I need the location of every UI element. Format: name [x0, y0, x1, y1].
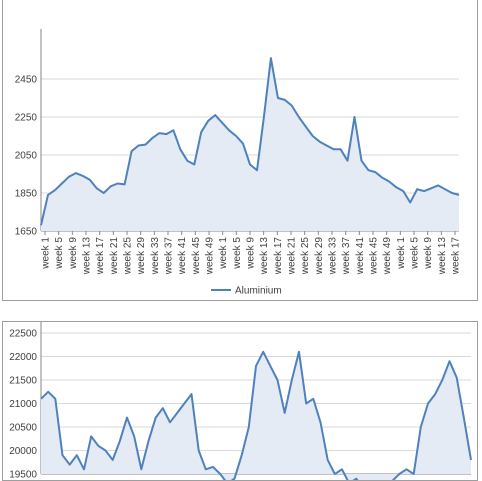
legend-label: Aluminium	[235, 286, 282, 297]
y-tick-label: 21000	[9, 399, 37, 410]
x-tick-label: week 21	[109, 237, 120, 276]
x-tick-label: week 25	[123, 237, 134, 276]
y-tick-label: 1850	[15, 189, 38, 200]
x-tick-label: week 41	[355, 237, 366, 276]
x-tick-label: week 17	[95, 237, 106, 276]
y-tick-label: 2250	[15, 113, 38, 124]
y-tick-label: 21500	[9, 376, 37, 387]
x-tick-label: week 9	[68, 237, 79, 270]
y-tick-label: 2450	[15, 75, 38, 86]
aluminium-chart-panel: 1650 1850 2050 2250 2450 week 1 week 5 week 9 we…	[2, 0, 478, 301]
x-tick-label: week 5	[54, 237, 65, 270]
x-tick-label: week 25	[300, 237, 311, 276]
x-tick-label: week 1	[218, 237, 229, 270]
x-tick-label: week 29	[314, 237, 325, 276]
x-tick-label: week 9	[246, 237, 257, 270]
x-tick-label: week 49	[205, 237, 216, 276]
x-tick-label: week 13	[82, 237, 93, 276]
y-tick-label: 20000	[9, 446, 37, 457]
x-tick-label: week 29	[136, 237, 147, 276]
x-tick-label: week 9	[423, 237, 434, 270]
x-tick-label: week 13	[259, 237, 270, 276]
x-tick-label: week 45	[191, 237, 202, 276]
x-tick-label: week 17	[273, 237, 284, 276]
x-tick-label: week 1	[41, 237, 52, 270]
second-price-chart: 19500 20000 20500 21000 21500 22000 22500	[9, 322, 472, 481]
x-tick-label: week 21	[287, 237, 298, 276]
x-tick-label: week 45	[369, 237, 380, 276]
x-tick-label: week 1	[396, 237, 407, 270]
x-tick-label: week 33	[328, 237, 339, 276]
x-tick-label: week 13	[437, 237, 448, 276]
x-tick-label: week 17	[451, 237, 462, 276]
x-tick-label: week 37	[164, 237, 175, 276]
x-tick-label: week 37	[341, 237, 352, 276]
x-tick-label: week 5	[232, 237, 243, 270]
x-tick-label: week 41	[177, 237, 188, 276]
y-tick-label: 2050	[15, 151, 38, 162]
series-area	[41, 351, 471, 480]
x-tick-label: week 33	[150, 237, 161, 276]
series-line	[40, 57, 460, 226]
y-tick-label: 20500	[9, 423, 37, 434]
x-tick-label: week 5	[410, 237, 421, 270]
y-tick-label: 22000	[9, 352, 37, 363]
y-tick-label: 19500	[9, 470, 37, 481]
x-tick-label: week 49	[382, 237, 393, 276]
series-line	[40, 350, 472, 480]
y-tick-label: 1650	[15, 227, 38, 238]
second-chart-panel: 19500 20000 20500 21000 21500 22000 22500	[2, 321, 478, 481]
series-area	[41, 58, 459, 231]
y-tick-label: 22500	[9, 329, 37, 340]
